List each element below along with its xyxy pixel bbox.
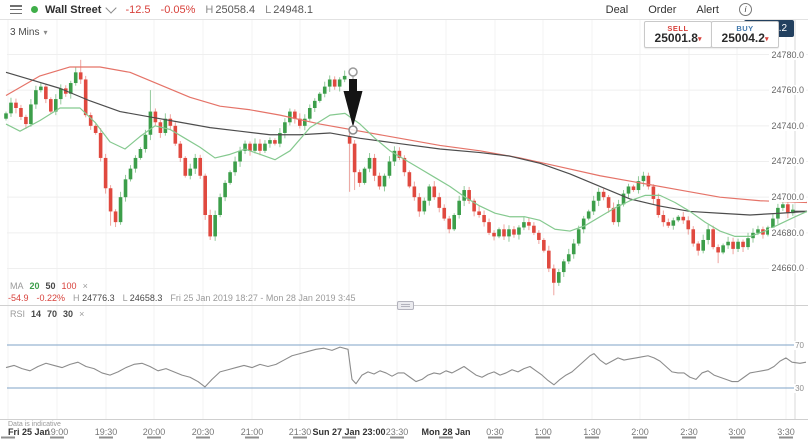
instrument-name[interactable]: Wall Street [45,3,102,16]
rsi-indicator-legend: RSI 14 70 30 × [10,309,84,319]
alert-button[interactable]: Alert [696,3,719,16]
sell-price: 25001.8 [654,31,698,45]
rsi-period: 14 [31,309,42,319]
sell-button[interactable]: SELL 25001.8▾ [644,21,712,48]
data-indicative-note: Data is indicative [8,421,61,428]
ma-period-100: 100 [61,281,77,291]
ma20-line [5,107,808,237]
buy-price: 25004.2 [721,31,765,45]
ma50-line [5,71,808,216]
info-icon[interactable]: i [739,3,752,16]
range-high-value: 24776.3 [82,293,115,303]
ma-name: MA [10,281,24,291]
range-high-label: H [73,293,80,303]
range-low-value: 24658.3 [129,293,163,303]
range-low: L 24658.3 [123,293,163,303]
high-value: 25058.4 [215,3,256,16]
price-change-pct: -0.05% [160,3,196,16]
timeframe-label: 3 Mins [10,27,40,38]
price-change: -12.5 [125,3,151,16]
range-high: H 24776.3 [73,293,115,303]
buy-button[interactable]: BUY 25004.2▾ [711,21,779,48]
low-value: 24948.1 [273,3,313,16]
header-menu: Deal Order Alert i [606,0,752,19]
session-low: L 24948.1 [265,4,313,16]
menu-icon[interactable] [10,5,22,14]
market-open-dot-icon [31,6,38,13]
buy-label: BUY [736,24,754,33]
rsi-upper-level: 70 [47,309,58,319]
close-icon[interactable]: × [79,309,85,319]
visible-date-range: Fri 25 Jan 2019 18:27 - Mon 28 Jan 2019 … [170,293,356,303]
deal-button[interactable]: Deal [605,3,629,16]
caret-down-icon: ▾ [764,36,769,43]
quote-panel: 25004.2 SELL 25001.8▾ BUY 25004.2▾ [644,20,794,48]
rsi-line [5,346,807,388]
chart-header: Wall Street -12.5 -0.05% H 25058.4 L 24948… [0,0,808,20]
chevron-down-icon[interactable] [105,2,118,14]
timeframe-dropdown[interactable]: 3 Mins ▾ [10,27,47,38]
order-button[interactable]: Order [648,3,677,16]
range-change: -54.9 [8,293,29,303]
rsi-name: RSI [10,309,26,319]
caret-down-icon: ▾ [697,36,702,43]
gap-annotation-marker[interactable] [343,67,363,135]
ma-indicator-legend: MA 20 50 100 × [10,281,88,291]
session-high: H 25058.4 [205,4,255,16]
ma-values-row: -54.9 -0.22% H 24776.3 L 24658.3 Fri 25 … [8,293,355,303]
ma100-line [5,66,808,204]
sell-label: SELL [667,24,689,33]
low-label: L [265,3,272,16]
ma-period-20: 20 [29,281,40,291]
ma-period-50: 50 [45,281,56,291]
range-low-label: L [122,293,128,303]
close-icon[interactable]: × [82,281,88,291]
panel-resize-handle[interactable] [397,301,414,310]
rsi-lower-level: 30 [63,309,74,319]
high-label: H [205,3,214,16]
range-change-pct: -0.22% [36,293,66,303]
caret-down-icon: ▾ [43,28,48,37]
